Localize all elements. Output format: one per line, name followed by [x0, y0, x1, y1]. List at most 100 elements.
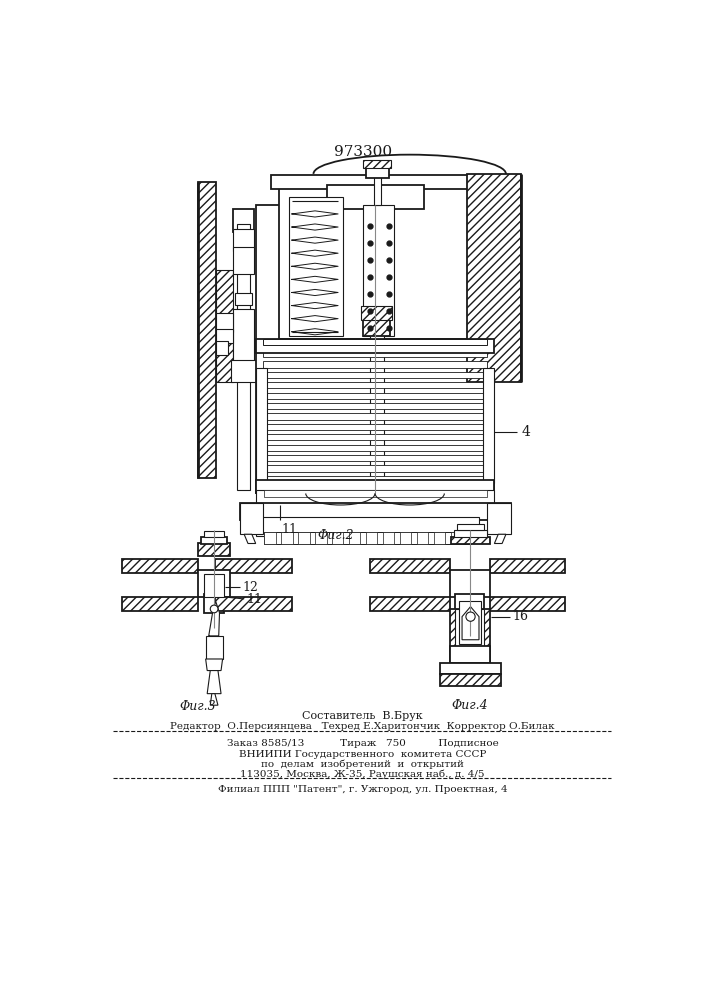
Bar [298, 532, 310, 544]
Bar [450, 646, 490, 663]
Bar [361, 306, 392, 320]
Bar [256, 490, 494, 507]
Bar [204, 531, 224, 537]
Polygon shape [209, 601, 219, 636]
Bar [256, 205, 494, 493]
Bar [264, 455, 486, 461]
Bar [281, 532, 293, 544]
Bar [256, 480, 494, 493]
Bar [204, 594, 224, 613]
Bar [264, 382, 486, 388]
Bar [349, 532, 361, 544]
Bar [216, 312, 233, 332]
Polygon shape [216, 270, 233, 382]
Text: Филиал ППП "Патент", г. Ужгород, ул. Проектная, 4: Филиал ППП "Патент", г. Ужгород, ул. Про… [218, 785, 508, 794]
Bar [264, 490, 487, 497]
Bar [264, 424, 486, 430]
Bar [455, 530, 486, 537]
Polygon shape [215, 597, 292, 611]
Bar [201, 537, 227, 544]
Bar [216, 329, 233, 343]
Bar [288, 197, 343, 336]
Bar [332, 532, 344, 544]
Bar [264, 465, 486, 472]
Text: 4: 4 [521, 425, 530, 439]
Bar [264, 361, 486, 368]
Bar [487, 503, 510, 534]
Text: 16: 16 [512, 610, 528, 623]
Bar [416, 532, 428, 544]
Bar [450, 532, 462, 544]
Bar [233, 316, 238, 320]
Polygon shape [494, 534, 506, 544]
Polygon shape [198, 182, 216, 478]
Bar [256, 368, 267, 483]
Polygon shape [215, 559, 292, 573]
Bar [366, 532, 378, 544]
Bar [459, 601, 481, 644]
Bar [256, 339, 494, 353]
Bar [315, 532, 327, 544]
Polygon shape [440, 674, 501, 686]
Bar [451, 537, 490, 544]
Bar [264, 476, 486, 482]
Bar [370, 332, 383, 493]
Polygon shape [462, 607, 479, 640]
Text: ВНИИПИ Государственного  комитета СССР: ВНИИПИ Государственного комитета СССР [239, 750, 486, 759]
Bar [457, 524, 484, 530]
Text: 113035, Москва, Ж-35, Раушская наб., д. 4/5: 113035, Москва, Ж-35, Раушская наб., д. … [240, 770, 485, 779]
Bar [264, 445, 486, 451]
Text: Φиг.4: Φиг.4 [452, 699, 488, 712]
Bar [233, 338, 238, 342]
Bar [198, 570, 230, 597]
Bar [238, 224, 250, 490]
Polygon shape [370, 597, 450, 611]
Bar [240, 503, 262, 534]
Text: Φиг.3: Φиг.3 [180, 700, 216, 713]
Bar [382, 532, 395, 544]
Bar [440, 663, 501, 674]
Bar [231, 360, 256, 382]
Polygon shape [207, 671, 221, 694]
Bar [455, 594, 484, 614]
Bar [233, 247, 254, 274]
Bar [233, 229, 254, 251]
Circle shape [466, 612, 475, 621]
Polygon shape [490, 559, 565, 573]
Text: Редактор  О.Персиянцева   Техред Е.Харитончик  Корректор О.Билак: Редактор О.Персиянцева Техред Е.Харитонч… [170, 722, 555, 731]
Bar [483, 368, 494, 483]
Bar [450, 570, 490, 597]
Text: Заказ 8585/13           Тираж   750          Подписное: Заказ 8585/13 Тираж 750 Подписное [227, 739, 498, 748]
Text: по  делам  изобретений  и  открытий: по делам изобретений и открытий [262, 760, 464, 769]
Bar [256, 517, 479, 536]
Bar [233, 309, 254, 363]
Bar [233, 349, 238, 353]
Polygon shape [122, 559, 198, 573]
Bar [233, 333, 238, 336]
Polygon shape [244, 534, 256, 544]
Text: 11: 11 [281, 523, 297, 536]
Polygon shape [122, 597, 198, 611]
Bar [327, 185, 423, 209]
Bar [264, 413, 486, 420]
Bar [204, 574, 224, 597]
Bar [373, 174, 381, 205]
Polygon shape [370, 559, 450, 573]
Bar [366, 166, 389, 178]
Bar [235, 293, 252, 305]
Bar [264, 434, 486, 440]
Bar [450, 609, 490, 651]
Bar [233, 322, 238, 326]
Bar [363, 205, 395, 336]
Polygon shape [467, 174, 521, 382]
Bar [233, 209, 254, 232]
Polygon shape [206, 659, 223, 671]
Polygon shape [210, 694, 218, 705]
Bar [233, 354, 238, 358]
Polygon shape [490, 597, 565, 611]
Bar [264, 532, 471, 544]
Bar [198, 544, 230, 556]
Bar [264, 351, 486, 357]
Bar [271, 175, 489, 189]
Bar [363, 320, 390, 336]
